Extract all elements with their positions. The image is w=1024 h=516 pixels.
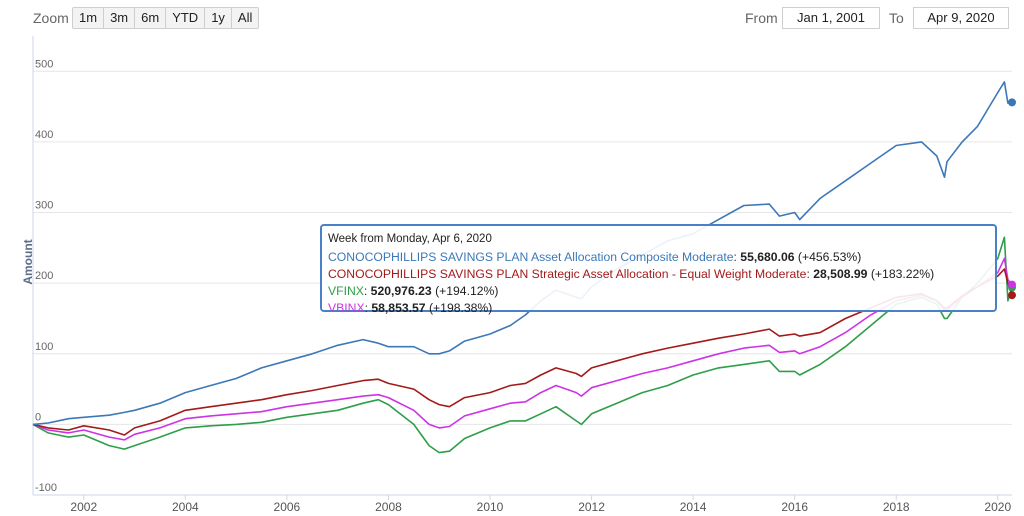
zoom-button-ytd[interactable]: YTD bbox=[165, 7, 206, 29]
range-selector-toolbar: Zoom 1m 3m 6m YTD 1y All From Jan 1, 200… bbox=[0, 0, 1024, 36]
x-tick-label: 2020 bbox=[984, 500, 1011, 514]
zoom-label: Zoom bbox=[33, 10, 69, 26]
y-tick-label: 500 bbox=[35, 58, 53, 70]
to-label: To bbox=[889, 10, 904, 26]
x-tick-label: 2010 bbox=[477, 500, 504, 514]
x-tick-label: 2002 bbox=[70, 500, 97, 514]
y-tick-label: 300 bbox=[35, 200, 53, 212]
y-tick-label: -100 bbox=[35, 482, 57, 494]
zoom-button-1m[interactable]: 1m bbox=[72, 7, 105, 29]
zoom-button-all[interactable]: All bbox=[230, 7, 260, 29]
tooltip-series-value: 28,508.99 bbox=[813, 267, 868, 281]
tooltip-header: Week from Monday, Apr 6, 2020 bbox=[328, 233, 492, 245]
series-end-marker bbox=[1008, 280, 1016, 289]
tooltip-series-pct: (+456.53%) bbox=[797, 250, 862, 264]
y-tick-label: 200 bbox=[35, 270, 53, 282]
y-axis-title: Amount bbox=[21, 239, 35, 285]
tooltip-row: CONOCOPHILLIPS SAVINGS PLAN Strategic As… bbox=[328, 267, 935, 281]
tooltip-series-value: 55,680.06 bbox=[740, 250, 795, 264]
x-tick-label: 2006 bbox=[274, 500, 301, 514]
y-tick-label: 0 bbox=[35, 411, 41, 423]
tooltip-series-name: VBINX bbox=[328, 301, 365, 315]
y-tick-label: 400 bbox=[35, 129, 53, 141]
tooltip-series-value: 520,976.23 bbox=[370, 284, 432, 298]
tooltip-series-value: 58,853.57 bbox=[371, 301, 426, 315]
tooltip-series-pct: (+198.38%) bbox=[428, 301, 493, 315]
x-tick-label: 2008 bbox=[375, 500, 402, 514]
tooltip-row: CONOCOPHILLIPS SAVINGS PLAN Asset Alloca… bbox=[328, 250, 862, 264]
y-tick-label: 100 bbox=[35, 341, 53, 353]
from-label: From bbox=[745, 10, 778, 26]
tooltip-series-pct: (+183.22%) bbox=[870, 267, 935, 281]
series-end-marker bbox=[1008, 291, 1016, 300]
x-tick-label: 2004 bbox=[172, 500, 199, 514]
series-end-marker bbox=[1008, 98, 1016, 107]
tooltip-row: VFINX: 520,976.23 (+194.12%) bbox=[328, 284, 499, 298]
x-tick-label: 2016 bbox=[781, 500, 808, 514]
x-tick-label: 2014 bbox=[680, 500, 707, 514]
tooltip-series-name: CONOCOPHILLIPS SAVINGS PLAN Asset Alloca… bbox=[328, 250, 734, 264]
tooltip-row: VBINX: 58,853.57 (+198.38%) bbox=[328, 301, 493, 315]
from-date-input[interactable]: Jan 1, 2001 bbox=[782, 7, 880, 29]
zoom-button-1y[interactable]: 1y bbox=[204, 7, 232, 29]
zoom-button-group: 1m 3m 6m YTD 1y All bbox=[72, 7, 260, 29]
x-tick-label: 2018 bbox=[883, 500, 910, 514]
x-tick-label: 2012 bbox=[578, 500, 605, 514]
tooltip-series-pct: (+194.12%) bbox=[435, 284, 499, 298]
to-date-input[interactable]: Apr 9, 2020 bbox=[913, 7, 1009, 29]
tooltip-series-name: CONOCOPHILLIPS SAVINGS PLAN Strategic As… bbox=[328, 267, 807, 281]
tooltip-series-name: VFINX bbox=[328, 284, 364, 298]
chart-tooltip: Week from Monday, Apr 6, 2020 CONOCOPHIL… bbox=[320, 224, 997, 315]
zoom-button-6m[interactable]: 6m bbox=[134, 7, 167, 29]
